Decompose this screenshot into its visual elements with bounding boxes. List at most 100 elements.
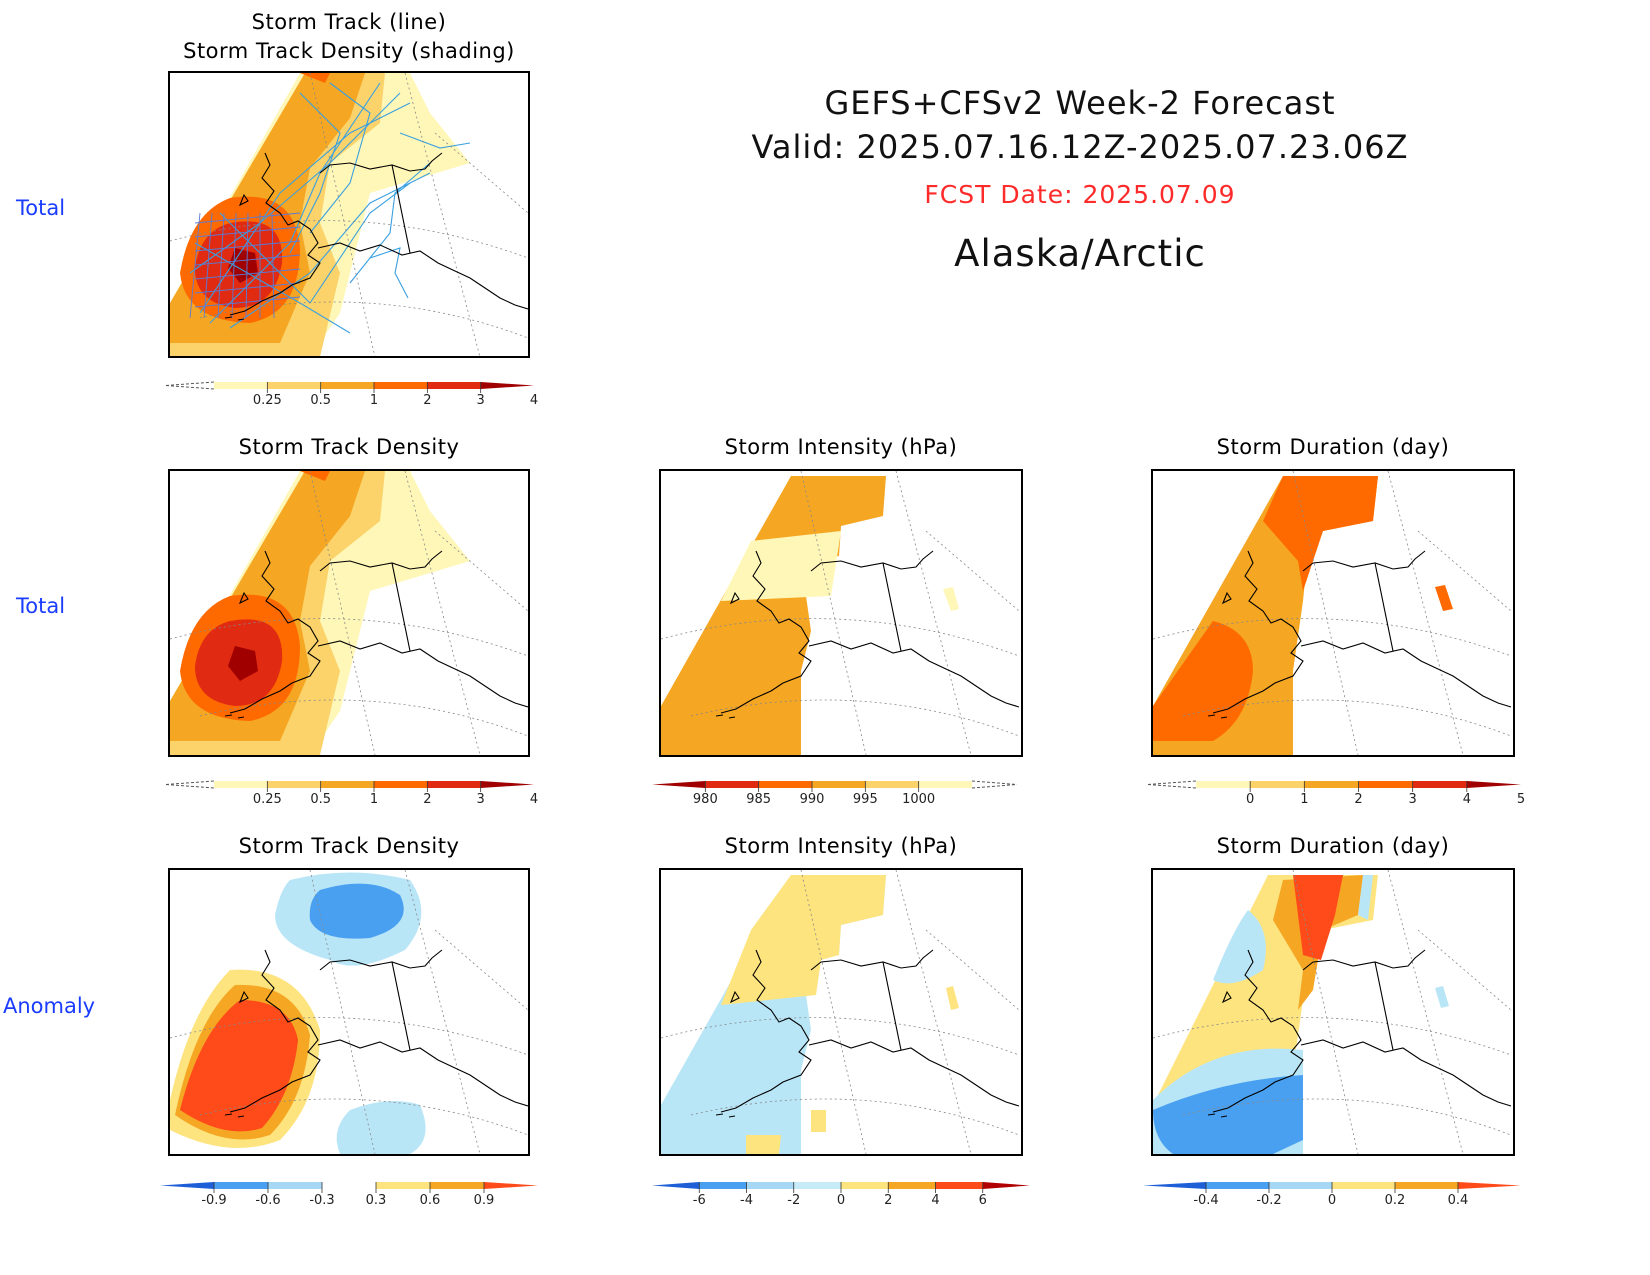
graticule: [170, 870, 528, 1154]
colorbar-arrow-right: [1466, 781, 1521, 788]
colorbar-segment: [918, 781, 972, 788]
colorbar-segment: [1269, 1182, 1332, 1189]
colorbar-tick-label: 0.5: [310, 393, 331, 408]
colorbar-tick-label: 2: [884, 1193, 892, 1208]
fcst-date: FCST Date: 2025.07.09: [924, 180, 1236, 209]
anomaly-region-pos-small: [721, 875, 886, 1005]
colorbar-segment: [320, 781, 374, 788]
panel-title-track-line-2: Storm Track Density (shading): [183, 39, 515, 63]
graticule-parallel: [661, 1017, 1020, 1056]
map-density-total: [168, 469, 530, 757]
colorbar-tick-label: -0.6: [255, 1193, 280, 1208]
panel-title-density-anom: Storm Track Density: [238, 834, 460, 858]
island: [1221, 591, 1232, 605]
colorbar-arrow-right: [484, 1182, 538, 1189]
colorbar-segment: [1358, 781, 1413, 788]
colorbar-tick-label: 0.2: [1385, 1193, 1406, 1208]
colorbar-arrow-right: [1458, 1182, 1521, 1189]
graticule-meridian: [925, 929, 1020, 1011]
graticule-parallel: [1182, 1098, 1512, 1136]
colorbar-segment: [705, 781, 759, 788]
region-name: Alaska/Arctic: [954, 232, 1206, 275]
intensity-region-1000: [721, 531, 841, 601]
colorbar-tick-label: -2: [787, 1193, 800, 1208]
storm-track-line: [245, 212, 249, 319]
border-line: [391, 562, 411, 652]
coastline-gulf: [1300, 1039, 1512, 1107]
storm-track-line: [369, 247, 409, 299]
coastline: [715, 949, 1020, 1118]
map-duration-anom: [1151, 868, 1515, 1156]
graticule: [661, 471, 1020, 755]
panel-title-density-total: Storm Track Density: [238, 435, 460, 459]
border-line: [1374, 562, 1394, 652]
anomaly-region-neg-small: [1213, 910, 1266, 984]
valid-period: Valid: 2025.07.16.12Z-2025.07.23.06Z: [751, 128, 1409, 166]
colorbar-segment: [1412, 781, 1467, 788]
graticule-parallel: [170, 1017, 528, 1056]
colorbar-arrow-right: [480, 382, 534, 389]
density-region-4: [228, 646, 258, 681]
colorbar-arrow-left: [165, 381, 215, 390]
colorbar-segment: [214, 1182, 268, 1189]
colorbar-segment: [267, 382, 321, 389]
colorbar-tick-label: 0: [837, 1193, 845, 1208]
colorbar-tick-label: 0.6: [420, 1193, 441, 1208]
storm-track-line: [194, 296, 301, 308]
colorbar-segment: [1395, 1182, 1458, 1189]
colorbar-tick-label: -6: [693, 1193, 706, 1208]
graticule-meridian: [404, 73, 481, 356]
colorbar-segment: [376, 1182, 430, 1189]
map-intensity-anom: [659, 868, 1023, 1156]
border-line: [882, 961, 902, 1051]
colorbar-segment: [1304, 781, 1359, 788]
colorbar-segment: [268, 1182, 322, 1189]
graticule: [661, 870, 1020, 1154]
row-label-middle: Total: [16, 594, 66, 618]
colorbar-segment: [841, 1182, 889, 1189]
anomaly-region-pos-small: [746, 1135, 781, 1154]
colorbar-tick-label: 1: [370, 792, 378, 807]
graticule-meridian: [895, 870, 972, 1154]
colorbar-tick-label: 0.25: [253, 792, 282, 807]
coastline-gulf: [317, 1039, 528, 1107]
colorbar-arrow-left: [1147, 780, 1197, 789]
panel-title-intensity-total: Storm Intensity (hPa): [724, 435, 958, 459]
map-track-line: [168, 71, 530, 358]
island: [238, 591, 249, 605]
graticule: [1153, 471, 1512, 755]
island: [238, 990, 249, 1004]
panel-title-intensity-anom: Storm Intensity (hPa): [724, 834, 958, 858]
colorbar-segment: [267, 781, 321, 788]
graticule-meridian: [309, 73, 376, 356]
colorbar-segment: [935, 1182, 983, 1189]
colorbar-segment: [865, 781, 919, 788]
anomaly-region-neg-small: [1435, 986, 1449, 1008]
duration-region-3: [1435, 585, 1453, 611]
storm-track-line: [194, 282, 301, 294]
colorbar-tick-label: 0.4: [1448, 1193, 1469, 1208]
coastline-gulf: [317, 640, 528, 708]
coastline-alaska-west: [229, 949, 321, 1113]
colorbar-segment: [430, 1182, 484, 1189]
graticule-meridian: [1292, 471, 1359, 755]
graticule-parallel: [1153, 618, 1512, 657]
border-line: [391, 164, 411, 254]
map-density-anom: [168, 868, 530, 1156]
island: [224, 714, 245, 719]
colorbar-arrow-right: [971, 780, 1018, 789]
coastline: [1207, 550, 1512, 719]
colorbar-tick-label: 0: [1328, 1193, 1336, 1208]
storm-track-line: [203, 212, 213, 319]
graticule-meridian: [800, 471, 867, 755]
colorbar-arrow-left: [160, 1182, 214, 1189]
island: [715, 1113, 736, 1118]
storm-track-line: [199, 102, 411, 314]
coastline-gulf: [808, 640, 1020, 708]
panel-title-duration-total: Storm Duration (day): [1216, 435, 1450, 459]
anomaly-region-neg-mid: [1153, 1075, 1303, 1154]
graticule: [170, 471, 528, 755]
colorbar-tick-label: 1000: [902, 792, 935, 807]
border-line: [882, 562, 902, 652]
colorbar-tick-label: -0.2: [1256, 1193, 1281, 1208]
